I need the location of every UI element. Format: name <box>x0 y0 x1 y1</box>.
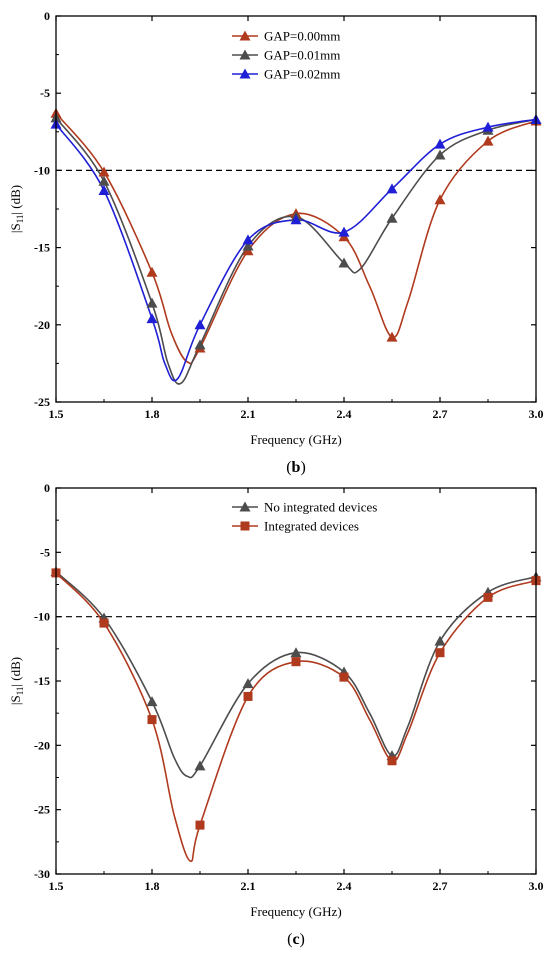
data-point <box>482 121 494 132</box>
y-tick-label: -25 <box>34 803 50 817</box>
x-tick-label: 2.1 <box>241 407 256 421</box>
data-point <box>242 240 254 251</box>
data-point <box>146 297 158 308</box>
legend-label-2: GAP=0.02mm <box>264 67 340 82</box>
legend-marker-2 <box>239 68 251 79</box>
data-point <box>434 194 446 205</box>
x-tick-label: 3.0 <box>529 407 544 421</box>
y-tick-label: -15 <box>34 241 50 255</box>
series-markers-0 <box>50 107 542 353</box>
y-tick-label: -5 <box>40 86 50 100</box>
series-line-0 <box>55 571 537 779</box>
x-tick-label: 3.0 <box>529 879 544 893</box>
y-axis-label-end: | (dB) <box>8 657 23 687</box>
x-tick-label: 1.8 <box>145 407 160 421</box>
data-point <box>386 183 398 194</box>
data-point <box>339 672 349 682</box>
data-point <box>290 214 302 225</box>
x-tick-label: 1.5 <box>49 407 64 421</box>
legend-marker-0 <box>239 501 251 512</box>
y-tick-label: 0 <box>44 481 50 495</box>
data-point <box>387 756 397 766</box>
legend-label-0: No integrated devices <box>264 500 377 515</box>
legend-label-1: Integrated devices <box>264 519 359 534</box>
series-line-1 <box>55 117 537 385</box>
data-point <box>195 820 205 830</box>
x-tick-label: 2.7 <box>433 407 448 421</box>
data-point <box>146 696 158 707</box>
legend: No integrated devices Integrated devices <box>232 500 377 534</box>
legend-marker-1 <box>240 521 250 531</box>
plot-frame <box>55 487 537 875</box>
data-point <box>194 339 206 350</box>
data-point <box>338 257 350 268</box>
data-point <box>243 691 253 701</box>
x-tick-label: 1.8 <box>145 879 160 893</box>
y-axis-label-sub: 11 <box>15 215 25 224</box>
y-tick-label: -20 <box>34 318 50 332</box>
panel-label: (c) <box>287 931 305 948</box>
legend-label-1: GAP=0.01mm <box>264 48 340 63</box>
y-axis-label-main: |S <box>8 223 23 233</box>
x-tick-label: 2.7 <box>433 879 448 893</box>
data-point <box>146 313 158 324</box>
chart-panel-c: 1.5 1.8 2.1 2.4 2.7 3.0 0 -5 -10 -15 -20 -25 -30 Freq… <box>8 481 544 948</box>
data-point <box>147 715 157 725</box>
data-point <box>434 149 446 160</box>
y-tick-label: -10 <box>34 610 50 624</box>
x-axis-label: Frequency (GHz) <box>250 904 341 919</box>
panel-letter: c <box>292 931 299 948</box>
data-point <box>194 760 206 771</box>
series-markers-2 <box>50 113 542 330</box>
y-axis-label-end: | (dB) <box>8 185 23 215</box>
x-axis-label: Frequency (GHz) <box>250 432 341 447</box>
data-point <box>434 635 446 646</box>
data-point <box>242 234 254 245</box>
y-tick-label: -10 <box>34 163 50 177</box>
panel-label: (b) <box>286 459 306 476</box>
legend-label-0: GAP=0.00mm <box>264 29 340 44</box>
legend: GAP=0.00mm GAP=0.01mm GAP=0.02mm <box>232 29 340 82</box>
data-point <box>98 175 110 186</box>
data-point <box>242 678 254 689</box>
data-point <box>386 212 398 223</box>
x-tick-label: 2.4 <box>337 879 352 893</box>
series-markers-0 <box>50 566 542 771</box>
y-tick-label: -15 <box>34 674 50 688</box>
y-axis-label: |S11| (dB) <box>8 185 25 233</box>
legend-marker-0 <box>239 30 251 41</box>
series-markers-1 <box>50 112 542 350</box>
data-point <box>482 135 494 146</box>
y-tick-label: 0 <box>44 9 50 23</box>
data-point <box>338 226 350 237</box>
data-point <box>146 266 158 277</box>
y-tick-label: -25 <box>34 395 50 409</box>
y-tick-label: -5 <box>40 545 50 559</box>
y-axis-label-main: |S <box>8 695 23 705</box>
x-tick-label: 2.1 <box>241 879 256 893</box>
data-point <box>483 592 493 602</box>
y-axis-label: |S11| (dB) <box>8 657 25 705</box>
x-tick-label: 1.5 <box>49 879 64 893</box>
data-point <box>98 166 110 177</box>
data-point <box>194 319 206 330</box>
legend-marker-1 <box>239 49 251 60</box>
y-tick-label: -20 <box>34 738 50 752</box>
data-point <box>435 648 445 658</box>
data-point <box>291 657 301 667</box>
x-tick-label: 2.4 <box>337 407 352 421</box>
data-point <box>386 331 398 342</box>
data-point <box>98 184 110 195</box>
y-tick-label: -30 <box>34 867 50 881</box>
y-axis-label-sub: 11 <box>15 687 25 696</box>
chart-panel-b: 1.5 1.8 2.1 2.4 2.7 3.0 0 -5 -10 -15 -20 -25 Frequen… <box>8 9 544 476</box>
data-point <box>434 138 446 149</box>
series-line-2 <box>55 118 537 382</box>
data-point <box>290 647 302 658</box>
data-point <box>99 618 109 628</box>
panel-letter: b <box>292 459 301 476</box>
series-line-1 <box>55 572 537 862</box>
